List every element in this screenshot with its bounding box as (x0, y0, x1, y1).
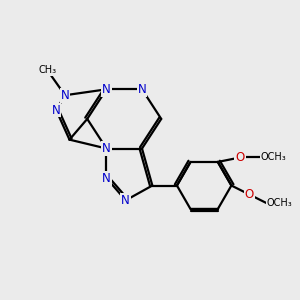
Text: N: N (102, 83, 111, 96)
Text: O: O (244, 188, 254, 201)
Text: N: N (102, 142, 111, 155)
Text: OCH₃: OCH₃ (267, 198, 293, 208)
Text: N: N (121, 194, 130, 207)
Text: N: N (52, 103, 61, 116)
Text: O: O (236, 151, 244, 164)
Text: CH₃: CH₃ (38, 65, 56, 75)
Text: OCH₃: OCH₃ (261, 152, 286, 163)
Text: N: N (102, 172, 111, 184)
Text: N: N (61, 89, 69, 102)
Text: N: N (138, 83, 146, 96)
